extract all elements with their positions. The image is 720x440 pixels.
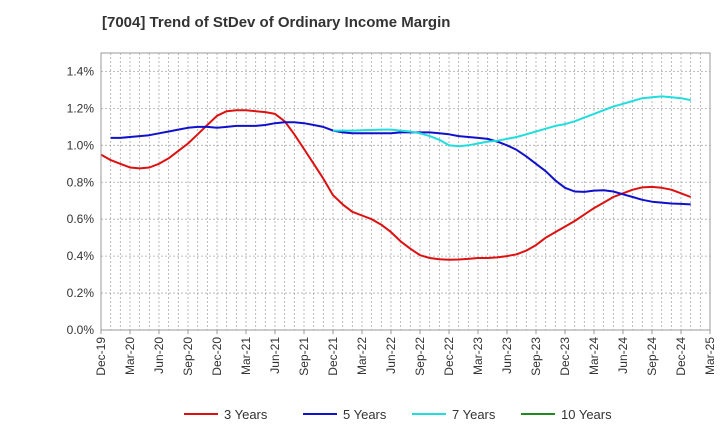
x-tick-label: Dec-22 xyxy=(442,337,456,376)
x-tick-label: Jun-24 xyxy=(616,337,630,374)
y-tick-label: 0.6% xyxy=(67,212,95,226)
series-lines xyxy=(100,95,692,261)
series-line-7-years xyxy=(333,95,691,148)
y-tick-label: 0.8% xyxy=(67,175,95,189)
y-tick-label: 0.0% xyxy=(67,323,95,337)
x-tick-label: Jun-22 xyxy=(384,337,398,374)
x-tick-label: Jun-23 xyxy=(500,337,514,374)
x-tick-label: Jun-20 xyxy=(152,337,166,374)
x-tick-label: Mar-25 xyxy=(703,337,717,375)
x-tick-label: Dec-23 xyxy=(558,337,572,376)
legend-label-5-years: 5 Years xyxy=(343,407,387,422)
series-line-3-years xyxy=(100,109,692,261)
y-tick-label: 0.4% xyxy=(67,249,95,263)
grid-lines xyxy=(100,53,711,331)
x-tick-label: Jun-21 xyxy=(268,337,282,374)
plot-area-frame xyxy=(100,52,711,331)
x-tick-label: Mar-23 xyxy=(471,337,485,375)
x-tick-label: Dec-19 xyxy=(94,337,108,376)
x-tick-label: Mar-20 xyxy=(123,337,137,375)
x-tick-label: Sep-22 xyxy=(413,337,427,376)
x-tick-label: Mar-22 xyxy=(355,337,369,375)
x-axis-ticks: Dec-19 Mar-20 Jun-20 Sep-20 Dec-20 Mar-21 Jun-… xyxy=(94,330,717,376)
x-tick-label: Dec-24 xyxy=(674,337,688,376)
legend-label-10-years: 10 Years xyxy=(561,407,612,422)
legend-label-3-years: 3 Years xyxy=(224,407,268,422)
x-tick-label: Mar-21 xyxy=(239,337,253,375)
x-tick-label: Mar-24 xyxy=(587,337,601,375)
y-tick-label: 1.2% xyxy=(67,101,95,115)
x-tick-label: Dec-20 xyxy=(210,337,224,376)
series-line-5-years xyxy=(110,121,691,206)
x-tick-label: Sep-23 xyxy=(529,337,543,376)
legend-label-7-years: 7 Years xyxy=(452,407,496,422)
x-tick-label: Sep-20 xyxy=(181,337,195,376)
x-tick-label: Dec-21 xyxy=(326,337,340,376)
chart-title: [7004] Trend of StDev of Ordinary Income… xyxy=(102,14,451,31)
legend: 3 Years 5 Years 7 Years 10 Years xyxy=(184,407,612,422)
y-axis-ticks: 0.0% 0.2% 0.4% 0.6% 0.8% 1.0% 1.2% 1.4% xyxy=(67,64,95,337)
x-tick-label: Sep-21 xyxy=(297,337,311,376)
y-tick-label: 0.2% xyxy=(67,286,95,300)
y-tick-label: 1.0% xyxy=(67,138,95,152)
x-tick-label: Sep-24 xyxy=(645,337,659,376)
y-tick-label: 1.4% xyxy=(67,64,95,78)
